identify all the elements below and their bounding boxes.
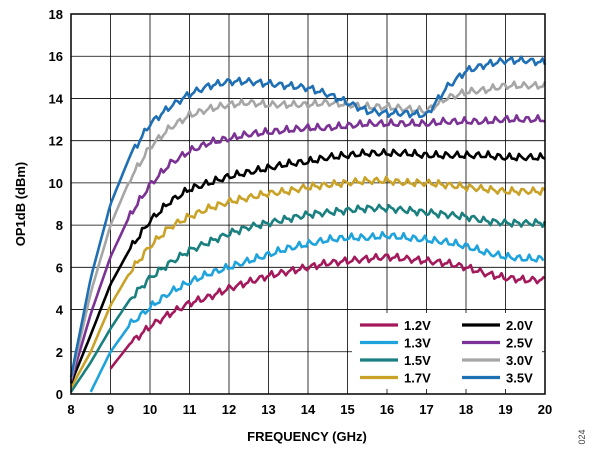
x-tick-label: 16: [380, 402, 394, 417]
x-axis-title: FREQUENCY (GHz): [247, 429, 367, 444]
y-tick-label: 6: [56, 260, 63, 275]
x-tick-label: 8: [67, 402, 74, 417]
y-tick-label: 10: [49, 176, 63, 191]
series-line-2.0V: [69, 148, 546, 384]
series-line-1.2V: [109, 252, 546, 370]
x-tick-label: 11: [183, 402, 197, 417]
x-tick-label: 12: [222, 402, 236, 417]
y-tick-label: 12: [49, 134, 63, 149]
legend-label-1.7V: 1.7V: [404, 371, 431, 386]
x-tick-label: 19: [498, 402, 512, 417]
legend-label-3.0V: 3.0V: [506, 353, 533, 368]
legend: 1.2V 1.3V 1.5V 1.7V 2.0V 2.5V 3.0V 3.5V: [352, 313, 542, 389]
x-tick-label: 13: [261, 402, 275, 417]
y-axis-title: OP1dB (dBm): [13, 162, 28, 247]
y-tick-label: 8: [56, 218, 63, 233]
x-tick-label: 9: [107, 402, 114, 417]
series-line-1.3V: [89, 230, 545, 393]
y-tick-labels: 0 2 4 6 8 10 12 14 16 18: [49, 7, 64, 402]
x-tick-label: 18: [459, 402, 473, 417]
legend-label-3.5V: 3.5V: [506, 371, 533, 386]
x-tick-label: 15: [340, 402, 354, 417]
figure-id: 024: [577, 429, 587, 444]
x-tick-label: 20: [538, 402, 552, 417]
legend-label-2.5V: 2.5V: [506, 336, 533, 351]
series-line-3.5V: [69, 55, 547, 378]
series-lines: [69, 55, 547, 393]
y-tick-label: 4: [56, 303, 64, 318]
legend-label-1.3V: 1.3V: [404, 336, 431, 351]
legend-label-2.0V: 2.0V: [506, 318, 533, 333]
x-tick-label: 14: [301, 402, 316, 417]
y-tick-label: 0: [56, 387, 63, 402]
series-line-3.0V: [69, 80, 547, 380]
y-tick-label: 14: [49, 91, 64, 106]
series-line-1.7V: [69, 175, 546, 389]
x-tick-label: 17: [419, 402, 433, 417]
x-tick-labels: 8 9 10 11 12 13 14 15 16 17 18 19 20: [67, 402, 552, 417]
y-tick-label: 18: [49, 7, 63, 22]
plot-frame: [70, 13, 546, 395]
legend-label-1.2V: 1.2V: [404, 318, 431, 333]
y-tick-label: 16: [49, 49, 63, 64]
y-tick-label: 2: [56, 345, 63, 360]
legend-label-1.5V: 1.5V: [404, 353, 431, 368]
series-line-1.5V: [69, 203, 547, 393]
series-line-2.5V: [69, 114, 546, 382]
x-tick-label: 10: [143, 402, 157, 417]
